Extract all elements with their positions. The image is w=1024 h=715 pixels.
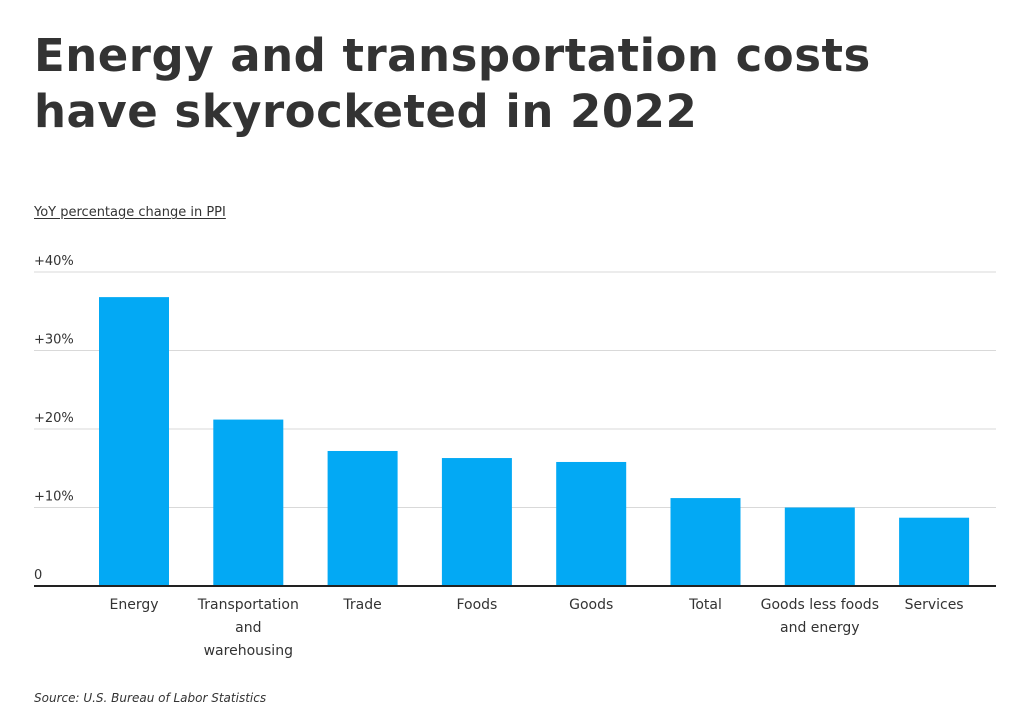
bar: [784, 507, 855, 586]
x-category-label: Goods less foods and energy: [760, 597, 879, 636]
x-category-label: Goods: [569, 597, 614, 613]
y-tick-label: +20%: [34, 411, 74, 426]
x-category-label: Foods: [456, 597, 498, 613]
y-tick-label: 0: [34, 568, 42, 583]
y-axis-label: YoY percentage change in PPI: [34, 205, 226, 220]
y-tick-label: +30%: [34, 333, 74, 348]
bar: [441, 458, 512, 586]
bar: [99, 297, 169, 586]
bar: [556, 461, 627, 586]
x-category-label: Transportation and warehousing: [197, 597, 299, 659]
x-category-label: Trade: [343, 597, 382, 613]
source-note: Source: U.S. Bureau of Labor Statistics: [34, 691, 267, 705]
x-category-label: Services: [904, 597, 964, 613]
bar: [213, 419, 284, 586]
chart-title: Energy and transportation costs have sky…: [34, 29, 871, 138]
y-tick-label: +10%: [34, 490, 74, 505]
bar: [327, 450, 398, 586]
x-category-label: Total: [689, 597, 722, 613]
x-category-label: Energy: [109, 597, 159, 613]
bar: [670, 498, 741, 586]
y-tick-label: +40%: [34, 254, 74, 269]
bar: [899, 517, 970, 586]
